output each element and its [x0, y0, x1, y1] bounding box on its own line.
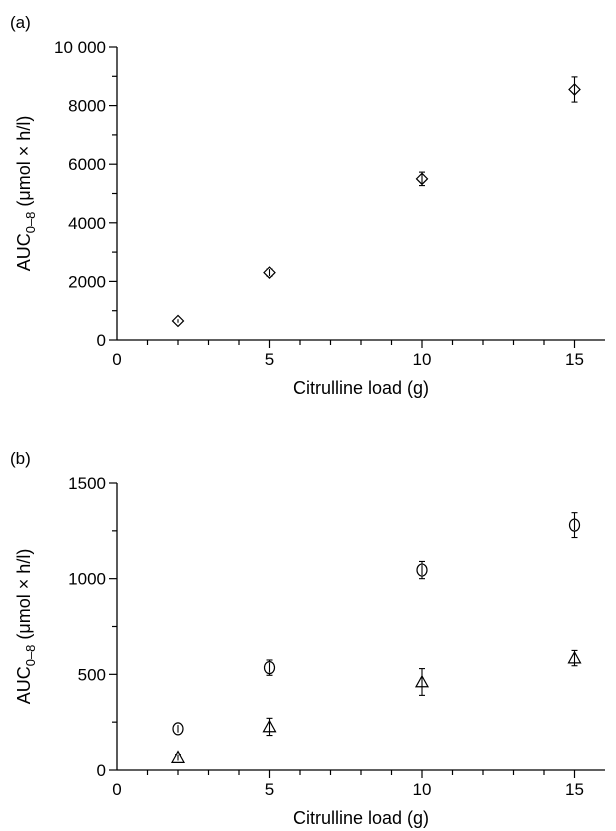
x-tick-label: 15 — [565, 350, 584, 369]
y-tick-label: 2000 — [68, 272, 106, 291]
data-point-triangle — [567, 649, 582, 667]
data-point-circle — [416, 560, 428, 580]
panel-a: (a) 0 5 10 15 0 2000 4000 6000 8000 10 000 Citrulli… — [10, 13, 605, 398]
y-tick-label: 6000 — [68, 155, 106, 174]
data-point-diamond — [171, 314, 185, 328]
x-axis-title: Citrulline load (g) — [293, 808, 429, 828]
data-point-triangle — [170, 750, 186, 763]
data-point-circle — [568, 512, 581, 539]
x-tick-label: 5 — [265, 350, 274, 369]
x-tick-label: 10 — [413, 350, 432, 369]
y-axis-title: AUC0–8 (μmol × h/l) — [14, 116, 38, 272]
data-point-diamond — [415, 171, 429, 187]
x-tick-label: 15 — [565, 780, 584, 799]
x-axis-title: Citrulline load (g) — [293, 378, 429, 398]
data-point-triangle — [414, 668, 430, 696]
panel-label: (a) — [10, 13, 31, 32]
y-tick-label: 0 — [97, 761, 106, 780]
x-tick-label: 10 — [413, 780, 432, 799]
y-tick-label: 0 — [97, 331, 106, 350]
data-point-triangle — [262, 717, 277, 737]
data-point-circle — [263, 659, 276, 676]
y-tick-label: 1500 — [68, 474, 106, 493]
panel-label: (b) — [10, 449, 31, 468]
data-point-diamond — [568, 76, 581, 103]
data-point-circle — [172, 722, 184, 736]
x-tick-label: 5 — [265, 780, 274, 799]
panel-b: (b) 0 5 10 15 0 500 1000 1500 Citrulline load (g)… — [10, 449, 605, 828]
y-tick-label: 10 000 — [54, 38, 106, 57]
y-tick-label: 4000 — [68, 214, 106, 233]
y-axis-title: AUC0–8 (μmol × h/l) — [14, 549, 38, 705]
y-tick-label: 500 — [78, 665, 106, 684]
x-tick-label: 0 — [112, 350, 121, 369]
y-tick-label: 1000 — [68, 570, 106, 589]
x-tick-label: 0 — [112, 780, 121, 799]
y-tick-label: 8000 — [68, 97, 106, 116]
data-point-diamond — [263, 266, 276, 279]
